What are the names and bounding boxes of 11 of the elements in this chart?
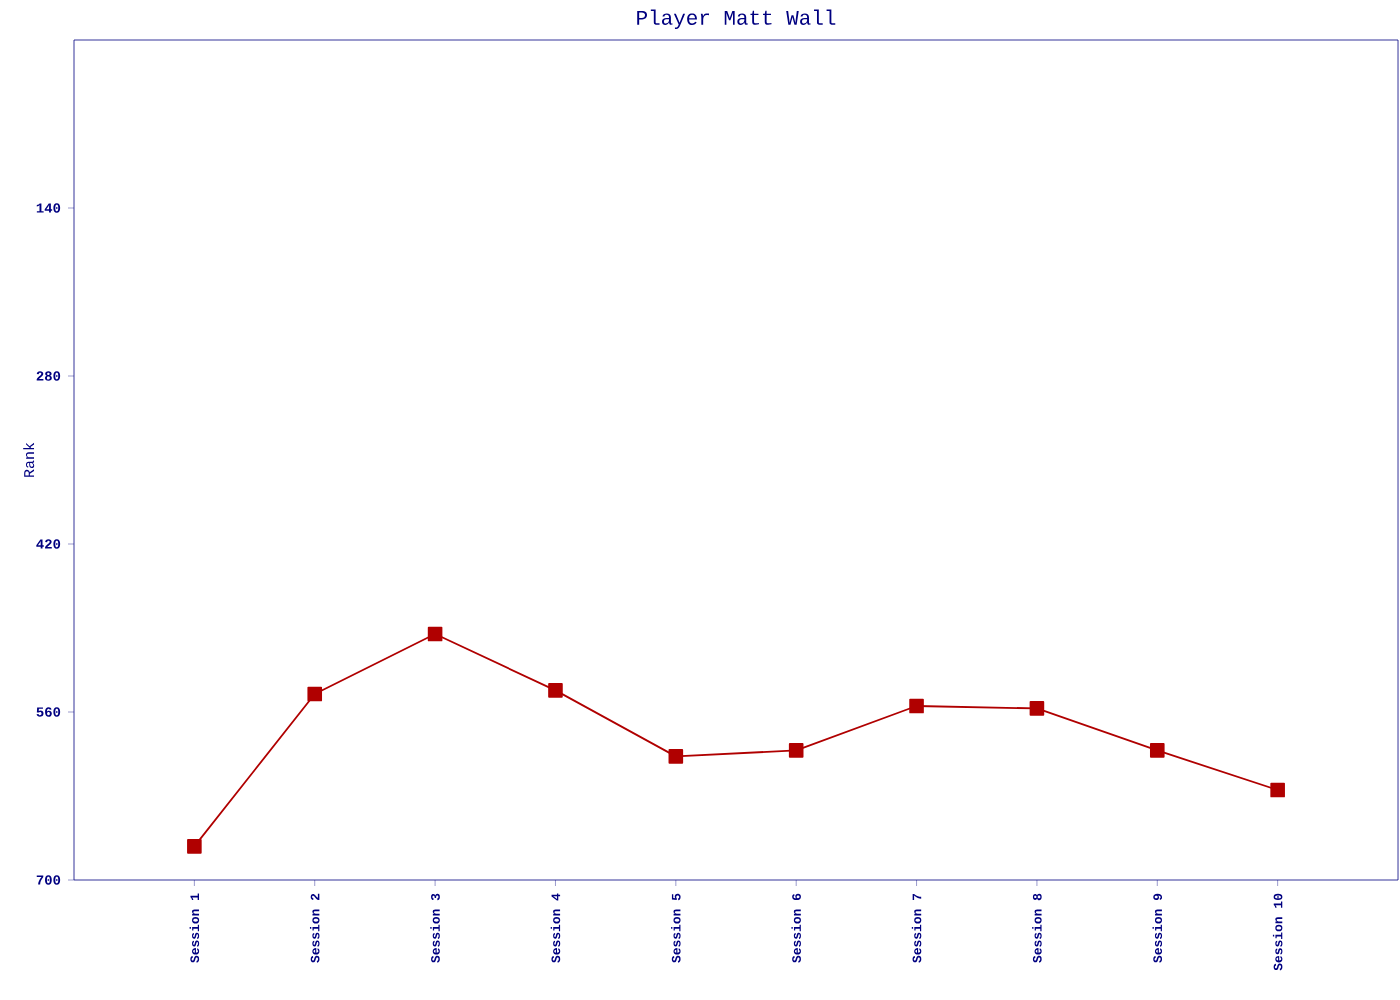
point <box>668 749 684 764</box>
point <box>427 626 443 642</box>
point <box>307 686 323 702</box>
point <box>909 698 924 714</box>
point <box>187 839 202 854</box>
point <box>1270 782 1285 798</box>
chart-title: Player Matt Wall <box>637 9 836 30</box>
point <box>548 683 563 698</box>
point <box>1029 701 1045 716</box>
point <box>1149 743 1165 758</box>
point <box>788 743 804 758</box>
